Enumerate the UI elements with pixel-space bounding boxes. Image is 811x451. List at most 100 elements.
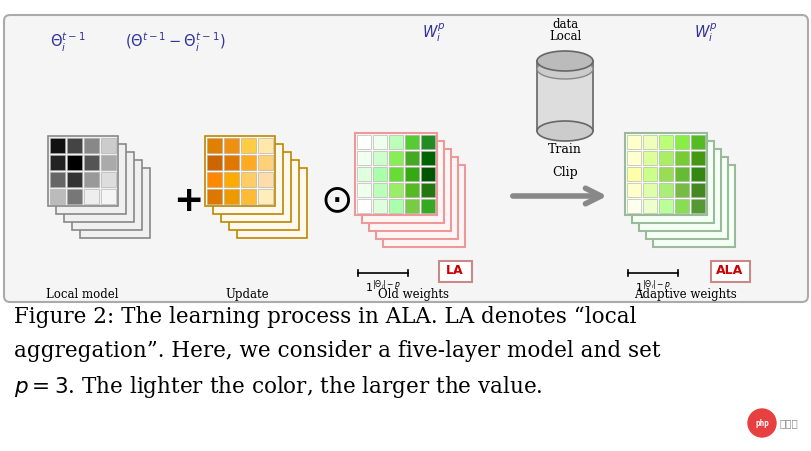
FancyArrowPatch shape xyxy=(513,188,601,204)
Ellipse shape xyxy=(537,59,593,79)
Bar xyxy=(659,199,673,213)
Text: $\Theta_i^{t-1}$: $\Theta_i^{t-1}$ xyxy=(50,31,86,54)
Bar xyxy=(421,199,435,213)
Bar xyxy=(84,172,99,187)
Bar xyxy=(373,167,387,181)
Bar xyxy=(207,138,222,153)
Text: $1^{|\Theta_i|-p}$: $1^{|\Theta_i|-p}$ xyxy=(635,278,672,295)
Bar xyxy=(205,136,275,206)
Bar xyxy=(258,172,273,187)
Bar xyxy=(50,155,65,170)
Bar xyxy=(376,157,458,239)
Bar xyxy=(84,155,99,170)
Bar xyxy=(646,157,728,239)
Bar xyxy=(237,168,307,238)
Ellipse shape xyxy=(537,121,593,141)
Bar xyxy=(67,155,82,170)
Bar xyxy=(537,61,593,131)
Text: Train: Train xyxy=(548,143,582,156)
Bar xyxy=(405,151,419,165)
Bar xyxy=(639,149,721,231)
Text: aggregation”. Here, we consider a five-layer model and set: aggregation”. Here, we consider a five-l… xyxy=(14,340,660,362)
Bar xyxy=(389,135,403,149)
Bar xyxy=(643,167,657,181)
Bar xyxy=(659,183,673,197)
Bar xyxy=(389,167,403,181)
Bar xyxy=(221,152,291,222)
Bar xyxy=(389,199,403,213)
Bar xyxy=(224,155,239,170)
Bar xyxy=(405,135,419,149)
Bar xyxy=(50,172,65,187)
Bar xyxy=(357,183,371,197)
Bar xyxy=(421,135,435,149)
Bar xyxy=(207,155,222,170)
Bar xyxy=(48,136,118,206)
Bar xyxy=(67,138,82,153)
Bar xyxy=(627,199,641,213)
Bar xyxy=(362,141,444,223)
Bar xyxy=(56,144,126,214)
Bar xyxy=(675,183,689,197)
Bar xyxy=(625,133,707,215)
Bar xyxy=(258,189,273,204)
Text: Local model: Local model xyxy=(45,288,118,301)
Text: $W_i^p$: $W_i^p$ xyxy=(423,21,446,44)
Bar xyxy=(258,138,273,153)
Bar xyxy=(84,138,99,153)
Bar xyxy=(643,151,657,165)
Bar xyxy=(627,183,641,197)
Bar xyxy=(627,167,641,181)
Bar xyxy=(357,199,371,213)
Bar xyxy=(691,199,705,213)
Bar xyxy=(241,189,256,204)
Bar xyxy=(67,172,82,187)
Bar xyxy=(84,189,99,204)
Bar xyxy=(389,151,403,165)
Text: php: php xyxy=(755,419,769,428)
Bar xyxy=(355,133,437,215)
Bar xyxy=(632,141,714,223)
Bar xyxy=(258,155,273,170)
Bar xyxy=(373,183,387,197)
Ellipse shape xyxy=(537,51,593,71)
Bar xyxy=(80,168,150,238)
Bar xyxy=(224,138,239,153)
Bar xyxy=(72,160,142,230)
Bar xyxy=(627,135,641,149)
Text: +: + xyxy=(173,184,204,218)
Text: data: data xyxy=(552,18,578,31)
Bar xyxy=(357,151,371,165)
Bar xyxy=(383,165,465,247)
Bar xyxy=(101,189,116,204)
Bar xyxy=(627,151,641,165)
Bar xyxy=(405,199,419,213)
Bar xyxy=(691,151,705,165)
Bar xyxy=(241,138,256,153)
Bar xyxy=(421,167,435,181)
Bar xyxy=(653,165,735,247)
Bar xyxy=(50,138,65,153)
Bar xyxy=(357,135,371,149)
Text: $(\Theta^{t-1} - \Theta_i^{t-1})$: $(\Theta^{t-1} - \Theta_i^{t-1})$ xyxy=(125,31,225,54)
Bar xyxy=(643,135,657,149)
Text: ALA: ALA xyxy=(716,264,744,277)
Bar xyxy=(224,189,239,204)
Text: Adaptive weights: Adaptive weights xyxy=(633,288,736,301)
Bar xyxy=(50,189,65,204)
FancyBboxPatch shape xyxy=(4,15,808,302)
Bar xyxy=(421,183,435,197)
Text: LA: LA xyxy=(446,264,464,277)
Bar xyxy=(357,167,371,181)
Bar xyxy=(659,151,673,165)
Bar xyxy=(241,172,256,187)
FancyBboxPatch shape xyxy=(439,261,471,281)
Bar xyxy=(229,160,299,230)
Bar xyxy=(421,151,435,165)
Bar xyxy=(405,183,419,197)
Bar xyxy=(659,167,673,181)
Bar xyxy=(643,183,657,197)
Bar xyxy=(405,167,419,181)
Circle shape xyxy=(748,409,776,437)
Bar xyxy=(64,152,134,222)
